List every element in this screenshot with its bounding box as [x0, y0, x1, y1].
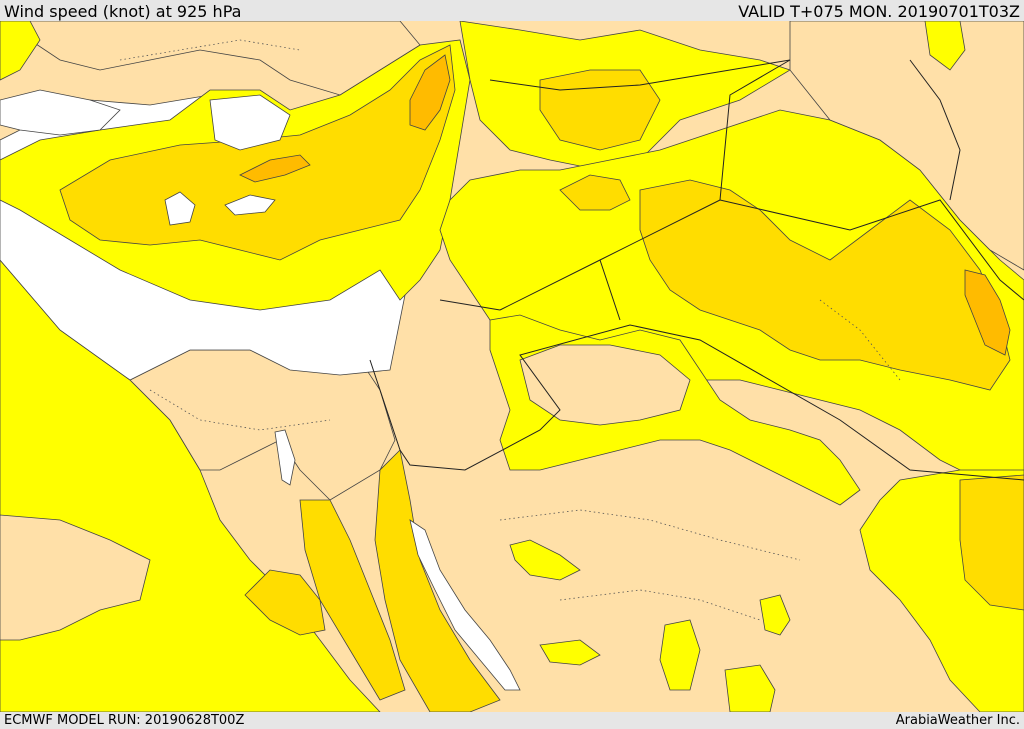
map-canvas [0, 21, 1024, 712]
internal-boundaries [119, 39, 901, 621]
calm-zone-gulf-of-suez [409, 519, 521, 691]
wind-zone-gulf-strong [959, 474, 1024, 611]
calm-zone-aegean [209, 94, 291, 151]
calm-zone-saudi-north [519, 344, 691, 426]
wind-zone-anatolia-strong [539, 69, 661, 151]
wind-zone-red-sea [374, 449, 501, 712]
calm-zone-libya [0, 514, 151, 641]
wind-zone-syria-north-strong [559, 174, 631, 211]
calm-zone-ionian [0, 89, 121, 136]
calm-zone-crete [224, 194, 276, 216]
political-borders [369, 59, 1024, 481]
calm-zone-nile-delta [274, 429, 296, 486]
footer-bar: ECMWF MODEL RUN: 20190628T00Z ArabiaWeat… [0, 712, 1024, 729]
credit: ArabiaWeather Inc. [895, 713, 1020, 728]
wind-zone-saudi-spot-1 [509, 539, 581, 581]
wind-zone-saudi-spot-2 [539, 639, 601, 666]
calm-zone-iran [789, 21, 1024, 271]
wind-zone-balkans [0, 21, 41, 81]
wind-zone-med-very-strong [409, 54, 451, 131]
wind-zone-crete-strong [239, 154, 311, 183]
calm-zone-balkans [29, 21, 421, 96]
wind-speed-map [0, 21, 1024, 712]
calm-zone-med-islet [164, 191, 196, 226]
wind-zone-saudi-spot-4 [759, 594, 791, 636]
wind-zone-iraq-strong [639, 179, 1011, 391]
valid-time: VALID T+075 MON. 20190701T03Z [738, 2, 1020, 21]
header-bar: Wind speed (knot) at 925 hPa VALID T+075… [0, 0, 1024, 22]
model-run: ECMWF MODEL RUN: 20190628T00Z [4, 713, 245, 728]
wind-zone-south-egypt [244, 569, 326, 636]
wind-zone-saudi-spot-5 [724, 664, 776, 712]
wind-zone-iraq-very-strong [964, 269, 1011, 356]
wind-zone-nile-corridor [299, 499, 406, 701]
wind-zone-saudi-spot-3 [659, 619, 701, 691]
wind-zone-caspian [924, 21, 966, 71]
map-title: Wind speed (knot) at 925 hPa [4, 2, 242, 21]
